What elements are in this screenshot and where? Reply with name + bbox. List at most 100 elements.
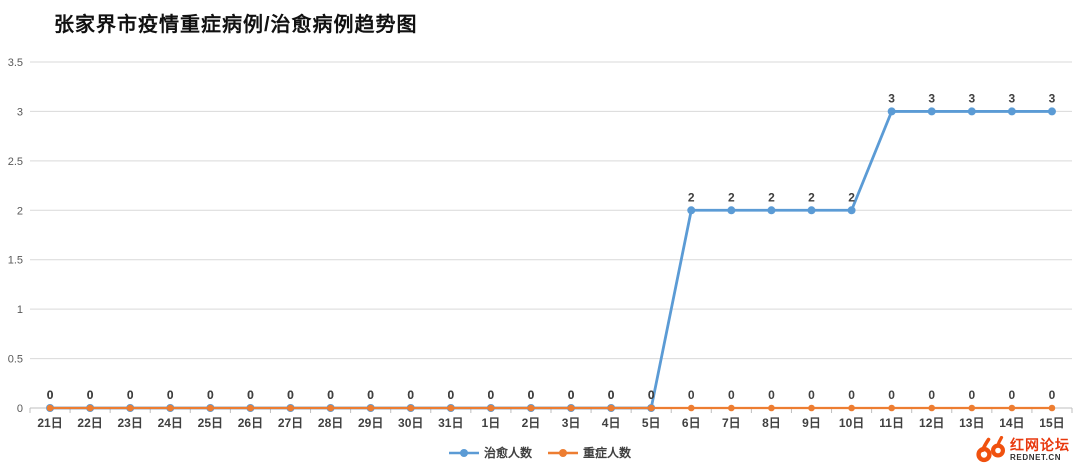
data-label: 0: [928, 388, 935, 402]
data-label: 0: [1009, 388, 1016, 402]
x-axis-label: 4日: [602, 416, 621, 430]
series-marker: [407, 404, 415, 412]
x-axis-label: 23日: [118, 416, 143, 430]
legend-label: 治愈人数: [483, 446, 532, 460]
data-label: 3: [1049, 91, 1056, 105]
y-axis-tick-label: 3.5: [8, 57, 23, 69]
series-marker: [848, 404, 855, 412]
data-label: 0: [568, 388, 575, 402]
x-axis-label: 10日: [839, 416, 864, 430]
x-axis-label: 30日: [398, 416, 423, 430]
data-label: 0: [407, 388, 414, 402]
data-label: 2: [688, 190, 695, 204]
series-marker: [367, 404, 374, 412]
legend-item-severe: 重症人数: [548, 444, 631, 461]
series-marker: [687, 206, 696, 215]
series-marker: [687, 404, 695, 412]
series-marker: [768, 404, 775, 412]
series-marker: [247, 404, 254, 412]
x-axis-label: 22日: [77, 416, 102, 430]
data-label: 0: [608, 388, 615, 402]
series-marker: [207, 404, 214, 412]
x-axis-label: 5日: [642, 416, 661, 430]
data-label: 0: [528, 388, 535, 402]
series-marker: [967, 107, 976, 116]
data-label: 0: [167, 388, 174, 402]
x-axis-label: 25日: [198, 416, 223, 430]
data-label: 3: [888, 91, 895, 105]
x-axis-label: 6日: [682, 416, 701, 430]
data-label: 3: [1009, 91, 1016, 105]
x-axis-label: 13日: [959, 416, 984, 430]
y-axis-tick-label: 2.5: [8, 156, 23, 168]
data-label: 0: [728, 388, 735, 402]
x-axis-label: 3日: [562, 416, 581, 430]
legend-marker-icon: [548, 448, 578, 457]
data-label: 0: [688, 388, 695, 402]
series-marker: [287, 404, 294, 412]
x-axis-label: 9日: [802, 416, 821, 430]
data-label: 0: [808, 388, 815, 402]
data-label: 0: [888, 388, 895, 402]
series-marker: [928, 404, 936, 412]
series-marker: [46, 404, 54, 412]
series-marker: [1048, 404, 1056, 412]
data-label: 0: [367, 388, 374, 402]
branding-text: 红网论坛 REDNET.CN: [1010, 437, 1070, 462]
x-axis-label: 21日: [37, 416, 62, 430]
branding-site-url: REDNET.CN: [1010, 452, 1062, 462]
y-axis-tick-label: 1.5: [8, 255, 23, 267]
y-axis-tick-label: 0: [17, 403, 23, 415]
series-marker: [647, 404, 655, 412]
data-label: 3: [968, 91, 975, 105]
series-marker: [807, 206, 816, 215]
x-axis-label: 11日: [879, 416, 904, 430]
data-label: 0: [488, 388, 495, 402]
data-label: 0: [87, 388, 94, 402]
x-axis-label: 8日: [762, 416, 781, 430]
data-label: 0: [287, 388, 294, 402]
x-axis-label: 15日: [1039, 416, 1064, 430]
data-label: 0: [287, 388, 294, 402]
series-marker: [808, 404, 815, 412]
data-label: 0: [447, 388, 454, 402]
data-label: 0: [848, 388, 855, 402]
data-label: 0: [247, 388, 254, 402]
data-label: 0: [1049, 388, 1056, 402]
data-label: 0: [47, 388, 54, 402]
series-marker: [527, 404, 535, 412]
x-axis-label: 12日: [919, 416, 944, 430]
data-label: 0: [528, 388, 535, 402]
data-label: 2: [848, 190, 855, 204]
data-label: 0: [407, 388, 414, 402]
data-label: 0: [87, 388, 94, 402]
chart-legend: 治愈人数 重症人数: [0, 444, 1080, 461]
x-axis-label: 29日: [358, 416, 383, 430]
legend-item-cured: 治愈人数: [448, 444, 532, 461]
series-marker: [927, 107, 936, 116]
x-axis-label: 28日: [318, 416, 343, 430]
data-label: 0: [608, 388, 615, 402]
data-label: 3: [928, 91, 935, 105]
series-marker: [447, 404, 455, 412]
rednet-branding: 红网论坛 REDNET.CN: [975, 436, 1070, 463]
x-axis-label: 26日: [238, 416, 263, 430]
data-label: 0: [127, 388, 134, 402]
series-marker: [166, 404, 174, 412]
legend-marker-icon: [448, 448, 479, 457]
series-marker: [1047, 107, 1056, 116]
data-label: 0: [207, 388, 214, 402]
y-axis-tick-label: 3: [17, 106, 23, 118]
data-label: 0: [488, 388, 495, 402]
data-label: 0: [127, 388, 134, 402]
data-label: 0: [648, 388, 655, 402]
data-label: 0: [47, 388, 54, 402]
series-marker: [887, 107, 896, 116]
data-label: 2: [808, 190, 815, 204]
series-marker: [1008, 404, 1016, 412]
series-marker: [567, 404, 575, 412]
x-axis-label: 7日: [722, 416, 741, 430]
series-marker: [1007, 107, 1016, 116]
